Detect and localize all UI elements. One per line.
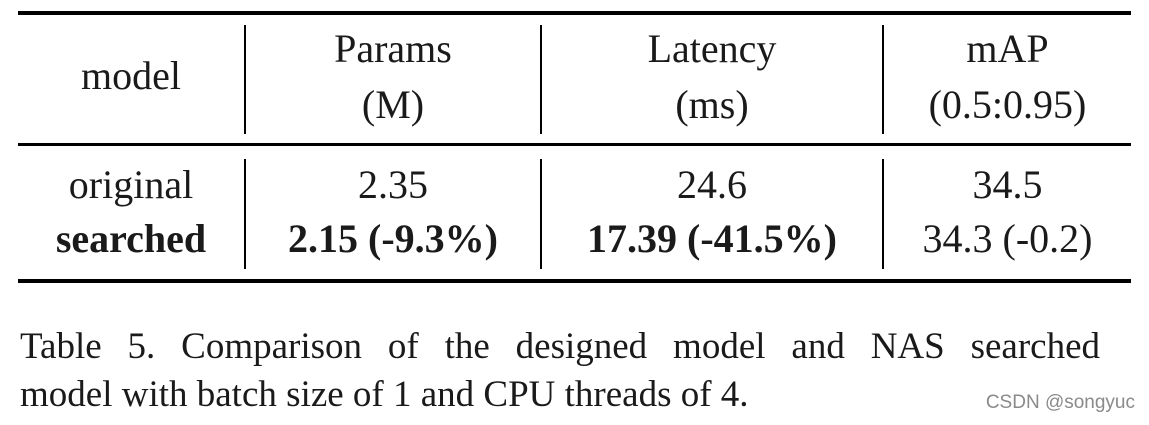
row-searched-latency: 17.39 (-41.5%)	[587, 216, 837, 261]
header-map-line1: mAP	[966, 26, 1049, 71]
watermark: CSDN @songyuc	[985, 392, 1135, 413]
header-separator-3	[882, 25, 884, 134]
table-top-rule	[18, 11, 1131, 15]
row-original-params: 2.35	[358, 162, 428, 207]
body-separator-3	[882, 159, 884, 269]
header-params-line1: Params	[334, 26, 452, 71]
header-separator-1	[244, 25, 246, 134]
header-latency-line2: (ms)	[675, 82, 749, 127]
row-searched-map: 34.3 (-0.2)	[922, 216, 1093, 261]
table-bottom-rule	[18, 279, 1131, 283]
row-original-map: 34.5	[972, 162, 1043, 207]
row-original-latency: 24.6	[677, 162, 747, 207]
row-searched-model: searched	[55, 216, 207, 261]
header-latency-line1: Latency	[647, 26, 777, 71]
header-separator-2	[540, 25, 542, 134]
header-model: model	[81, 53, 181, 98]
table-header-rule	[18, 143, 1131, 146]
caption-line-1: Table 5. Comparison of the designed mode…	[20, 326, 1100, 367]
body-separator-1	[244, 159, 246, 269]
body-separator-2	[540, 159, 542, 269]
header-map-line2: (0.5:0.95)	[928, 82, 1087, 127]
caption-line-2: model with batch size of 1 and CPU threa…	[20, 374, 749, 415]
header-params-line2: (M)	[361, 82, 425, 127]
row-searched-params: 2.15 (-9.3%)	[288, 216, 498, 261]
table-caption: Table 5. Comparison of the designed mode…	[20, 323, 1100, 419]
row-original-model: original	[68, 162, 194, 207]
